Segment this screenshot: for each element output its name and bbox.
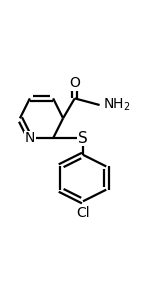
Text: NH$_2$: NH$_2$ [103,97,131,113]
Text: Cl: Cl [76,206,90,220]
Text: S: S [78,131,88,146]
Text: N: N [25,131,35,145]
Text: O: O [69,76,80,90]
